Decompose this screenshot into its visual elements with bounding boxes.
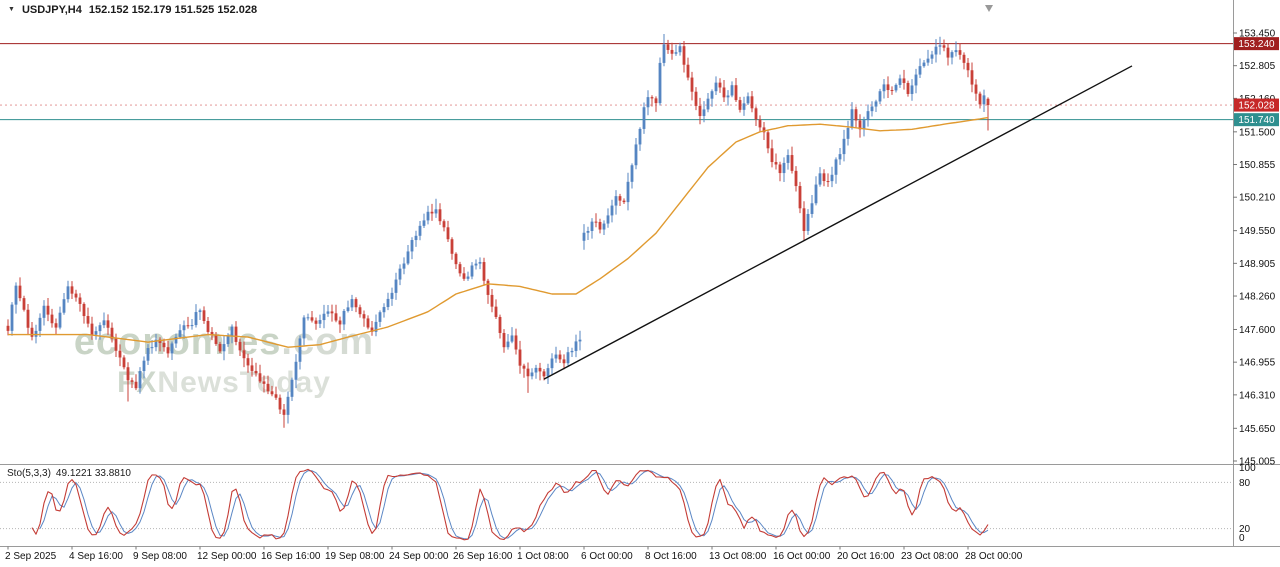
svg-text:153.240: 153.240	[1238, 39, 1275, 50]
svg-text:16 Oct 00:00: 16 Oct 00:00	[773, 551, 831, 562]
svg-text:26 Sep 16:00: 26 Sep 16:00	[453, 551, 513, 562]
chart-shift-marker	[985, 5, 993, 12]
svg-text:9 Sep 08:00: 9 Sep 08:00	[133, 551, 187, 562]
price-badges: 153.240 152.028 151.740	[1234, 37, 1279, 127]
svg-text:28 Oct 00:00: 28 Oct 00:00	[965, 551, 1023, 562]
price-axis[interactable]: 153.450152.805152.160151.500150.855150.2…	[1233, 29, 1276, 468]
svg-text:20 Oct 16:00: 20 Oct 16:00	[837, 551, 895, 562]
svg-text:146.955: 146.955	[1239, 358, 1276, 369]
svg-text:16 Sep 16:00: 16 Sep 16:00	[261, 551, 321, 562]
svg-text:147.600: 147.600	[1239, 325, 1276, 336]
svg-text:145.005: 145.005	[1239, 457, 1276, 468]
svg-text:151.740: 151.740	[1238, 115, 1275, 126]
separators	[0, 0, 1280, 547]
svg-text:150.210: 150.210	[1239, 193, 1276, 204]
svg-text:20: 20	[1239, 524, 1251, 535]
svg-text:80: 80	[1239, 478, 1251, 489]
ohlc-values: 152.152 152.179 151.525 152.028	[88, 4, 258, 16]
svg-text:153.450: 153.450	[1239, 29, 1276, 40]
ma-line	[8, 116, 989, 348]
svg-text:100: 100	[1239, 463, 1256, 474]
symbol-dropdown-icon[interactable]: ▼	[8, 5, 15, 13]
stochastic-panel: 100 80 200	[0, 463, 1256, 544]
svg-text:152.028: 152.028	[1238, 101, 1275, 112]
stoch-values: 49.1221 33.8810	[55, 468, 131, 479]
svg-text:148.905: 148.905	[1239, 259, 1276, 270]
svg-text:2 Sep 2025: 2 Sep 2025	[5, 551, 57, 562]
svg-text:8 Oct 16:00: 8 Oct 16:00	[645, 551, 697, 562]
symbol-timeframe-label: USDJPY,H4	[21, 4, 82, 16]
svg-text:152.805: 152.805	[1239, 61, 1276, 72]
svg-text:148.260: 148.260	[1239, 292, 1276, 303]
candles	[6, 34, 990, 428]
svg-text:6 Oct 00:00: 6 Oct 00:00	[581, 551, 633, 562]
svg-text:146.310: 146.310	[1239, 390, 1276, 401]
svg-text:4 Sep 16:00: 4 Sep 16:00	[69, 551, 123, 562]
time-axis[interactable]: 2 Sep 2025 4 Sep 16:00 9 Sep 08:00 12 Sep 0…	[5, 546, 1023, 563]
svg-text:1 Oct 08:00: 1 Oct 08:00	[517, 551, 569, 562]
svg-text:145.650: 145.650	[1239, 424, 1276, 435]
trendline[interactable]	[543, 65, 1133, 380]
hlines[interactable]	[0, 43, 1233, 121]
svg-text:0: 0	[1239, 533, 1245, 544]
symbol-info-bar: ▼ USDJPY,H4 152.152 152.179 151.525 152.…	[8, 4, 257, 16]
stoch-indicator-label: Sto(5,3,3) 49.1221 33.8810	[7, 468, 131, 479]
svg-text:23 Oct 08:00: 23 Oct 08:00	[901, 551, 959, 562]
svg-text:19 Sep 08:00: 19 Sep 08:00	[325, 551, 385, 562]
svg-text:13 Oct 08:00: 13 Oct 08:00	[709, 551, 767, 562]
svg-text:151.500: 151.500	[1239, 127, 1276, 138]
stoch-name: Sto(5,3,3)	[7, 468, 51, 479]
svg-text:24 Sep 00:00: 24 Sep 00:00	[389, 551, 449, 562]
svg-text:149.550: 149.550	[1239, 226, 1276, 237]
svg-text:150.855: 150.855	[1239, 160, 1276, 171]
svg-text:12 Sep 00:00: 12 Sep 00:00	[197, 551, 257, 562]
